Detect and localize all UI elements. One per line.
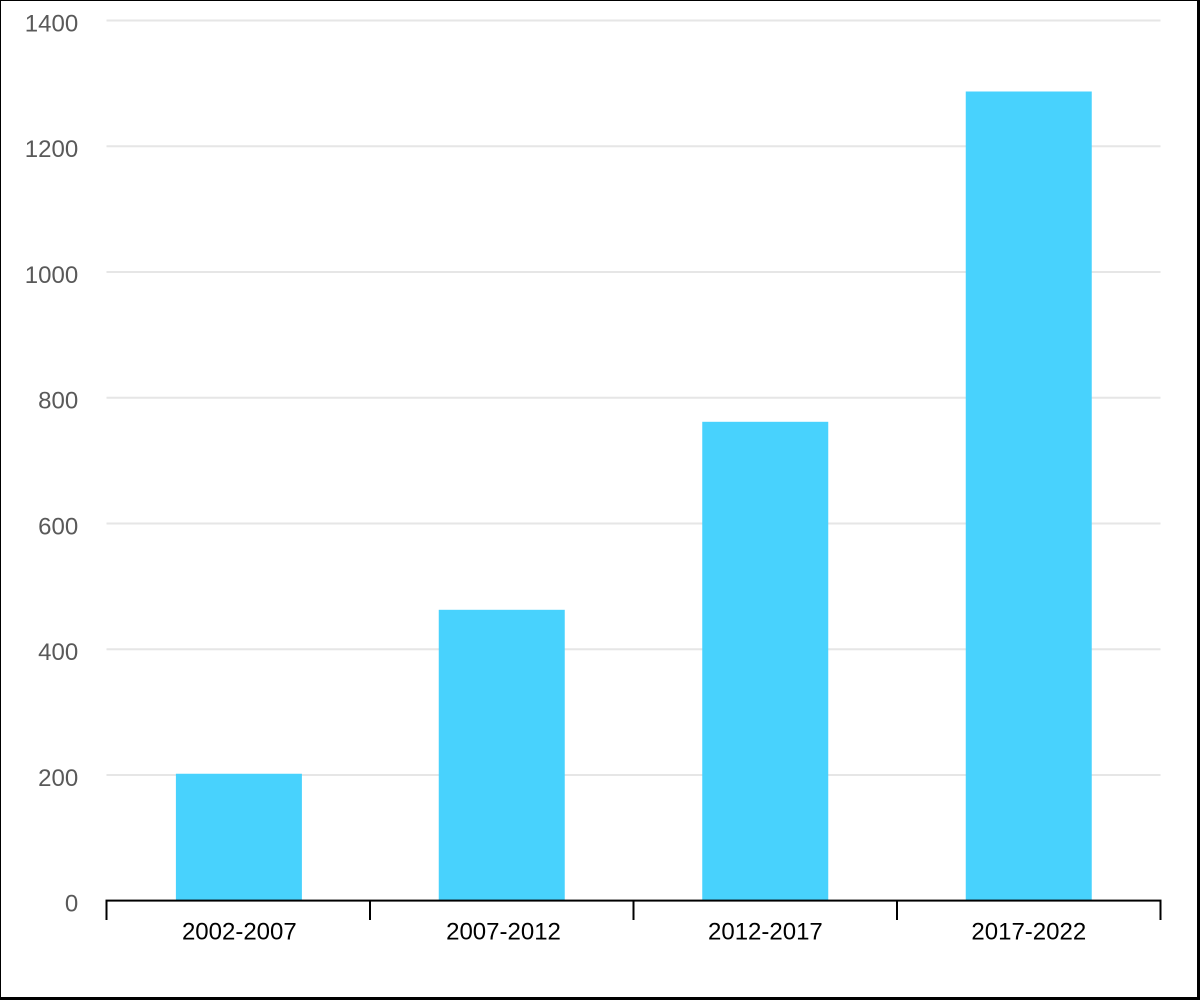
svg-text:2012-2017: 2012-2017 — [708, 919, 823, 946]
svg-text:1400: 1400 — [25, 10, 78, 37]
svg-text:1200: 1200 — [25, 136, 78, 163]
svg-text:2007-2012: 2007-2012 — [446, 919, 561, 946]
svg-text:0: 0 — [65, 891, 78, 918]
svg-text:800: 800 — [38, 388, 78, 415]
svg-text:1000: 1000 — [25, 262, 78, 289]
svg-text:600: 600 — [38, 513, 78, 540]
svg-text:200: 200 — [38, 765, 78, 792]
svg-text:2002-2007: 2002-2007 — [182, 919, 297, 946]
svg-text:2017-2022: 2017-2022 — [971, 919, 1086, 946]
svg-text:400: 400 — [38, 639, 78, 666]
